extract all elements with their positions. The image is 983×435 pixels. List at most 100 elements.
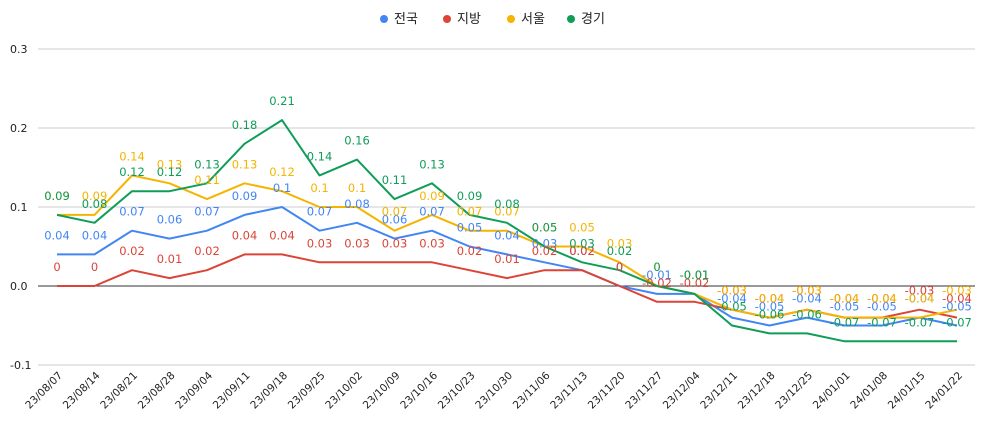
data-label: 0.03 bbox=[607, 236, 633, 250]
data-label: 0.02 bbox=[569, 244, 595, 258]
data-label: -0.04 bbox=[867, 292, 897, 306]
gridlines bbox=[38, 48, 975, 366]
data-label: 0.03 bbox=[569, 236, 595, 250]
data-label: 0.02 bbox=[569, 244, 595, 258]
data-label: 0.1 bbox=[310, 181, 328, 195]
data-label: 0.11 bbox=[382, 173, 408, 187]
data-label: -0.04 bbox=[942, 292, 972, 306]
data-label: -0.02 bbox=[642, 276, 672, 290]
data-label: 0.05 bbox=[532, 221, 558, 235]
data-label: 0 bbox=[616, 260, 623, 274]
legend-label: 서울 bbox=[521, 12, 545, 27]
series-line-3 bbox=[56, 119, 957, 343]
y-tick-label: 0.0 bbox=[10, 280, 28, 293]
data-label: -0.03 bbox=[717, 284, 747, 298]
data-label: -0.07 bbox=[830, 315, 860, 329]
data-label: 0.04 bbox=[494, 228, 520, 242]
data-label: -0.05 bbox=[830, 300, 860, 314]
data-label: -0.01 bbox=[680, 268, 710, 282]
data-label: 0.01 bbox=[157, 252, 183, 266]
y-tick-label: -0.1 bbox=[10, 359, 31, 372]
data-label: -0.06 bbox=[755, 307, 785, 321]
data-label: 0.09 bbox=[44, 189, 70, 203]
data-label: 0.03 bbox=[344, 236, 370, 250]
data-label: 0.13 bbox=[232, 157, 258, 171]
data-label: 0.02 bbox=[457, 244, 483, 258]
data-label: -0.01 bbox=[680, 268, 710, 282]
data-label: -0.04 bbox=[755, 292, 785, 306]
data-label: 0.02 bbox=[532, 244, 558, 258]
legend-swatch bbox=[567, 15, 575, 23]
data-label: 0.07 bbox=[307, 205, 333, 219]
data-label: 0.04 bbox=[44, 228, 70, 242]
legend-label: 경기 bbox=[581, 12, 605, 27]
data-label: 0.05 bbox=[569, 221, 595, 235]
data-label: 0.07 bbox=[457, 205, 483, 219]
data-label: -0.03 bbox=[942, 284, 972, 298]
y-tick-label: 0.2 bbox=[10, 122, 28, 135]
data-label: -0.03 bbox=[792, 284, 822, 298]
data-label: 0 bbox=[653, 260, 660, 274]
data-label: 0.03 bbox=[532, 236, 558, 250]
data-label: 0.18 bbox=[232, 118, 258, 132]
series-lines bbox=[56, 119, 958, 343]
data-label: 0.14 bbox=[119, 149, 145, 163]
data-label: 0.03 bbox=[382, 236, 408, 250]
data-label: 0.09 bbox=[419, 189, 445, 203]
data-label: 0.05 bbox=[532, 221, 558, 235]
data-label: 0.13 bbox=[157, 157, 183, 171]
y-tick-label: 0.1 bbox=[10, 201, 28, 214]
data-label: 0.08 bbox=[82, 197, 108, 211]
data-label: -0.02 bbox=[680, 276, 710, 290]
data-label: 0.07 bbox=[494, 205, 520, 219]
data-label: 0.08 bbox=[494, 197, 520, 211]
data-label: -0.04 bbox=[830, 292, 860, 306]
y-tick-label: 0.3 bbox=[10, 43, 28, 56]
data-label: -0.04 bbox=[905, 292, 935, 306]
data-label: 0.07 bbox=[194, 205, 220, 219]
data-label: 0.09 bbox=[232, 189, 258, 203]
data-label: 0.11 bbox=[194, 173, 220, 187]
data-label: -0.07 bbox=[942, 315, 972, 329]
data-label: 0.07 bbox=[119, 205, 145, 219]
legend-label: 지방 bbox=[457, 12, 481, 27]
data-label: 0.08 bbox=[344, 197, 370, 211]
legend-swatch bbox=[443, 15, 451, 23]
legend-swatch bbox=[507, 15, 515, 23]
data-label: 0.13 bbox=[194, 157, 220, 171]
data-label: -0.04 bbox=[792, 292, 822, 306]
y-axis: 0.3 0.2 0.1 0.0 -0.1 bbox=[10, 43, 31, 372]
data-label: 0 bbox=[616, 260, 623, 274]
data-label: -0.04 bbox=[867, 292, 897, 306]
legend: 전국 지방 서울 경기 bbox=[380, 12, 605, 27]
data-label: 0.04 bbox=[232, 228, 258, 242]
series-line-0 bbox=[57, 206, 958, 327]
data-label: -0.03 bbox=[905, 284, 935, 298]
data-label: 0 bbox=[653, 260, 660, 274]
data-label: 0.03 bbox=[307, 236, 333, 250]
data-label: -0.07 bbox=[905, 315, 935, 329]
data-label: -0.07 bbox=[867, 315, 897, 329]
data-label: 0.09 bbox=[457, 189, 483, 203]
data-label: -0.04 bbox=[830, 292, 860, 306]
data-label: -0.06 bbox=[792, 307, 822, 321]
data-label: 0.02 bbox=[119, 244, 145, 258]
data-label: -0.05 bbox=[867, 300, 897, 314]
data-label: 0 bbox=[91, 260, 98, 274]
series-line-2 bbox=[57, 174, 958, 319]
data-label: -0.03 bbox=[717, 284, 747, 298]
data-label: 0.1 bbox=[273, 181, 291, 195]
data-label: 0.09 bbox=[82, 189, 108, 203]
data-label: 0.16 bbox=[344, 134, 370, 148]
data-label: -0.04 bbox=[905, 292, 935, 306]
data-label: 0.05 bbox=[457, 221, 483, 235]
data-label: 0.06 bbox=[382, 213, 408, 227]
data-label: 0.21 bbox=[269, 94, 295, 108]
data-label: 0.09 bbox=[44, 189, 70, 203]
data-label: -0.03 bbox=[792, 284, 822, 298]
data-label: 0.03 bbox=[419, 236, 445, 250]
data-label: -0.01 bbox=[680, 268, 710, 282]
